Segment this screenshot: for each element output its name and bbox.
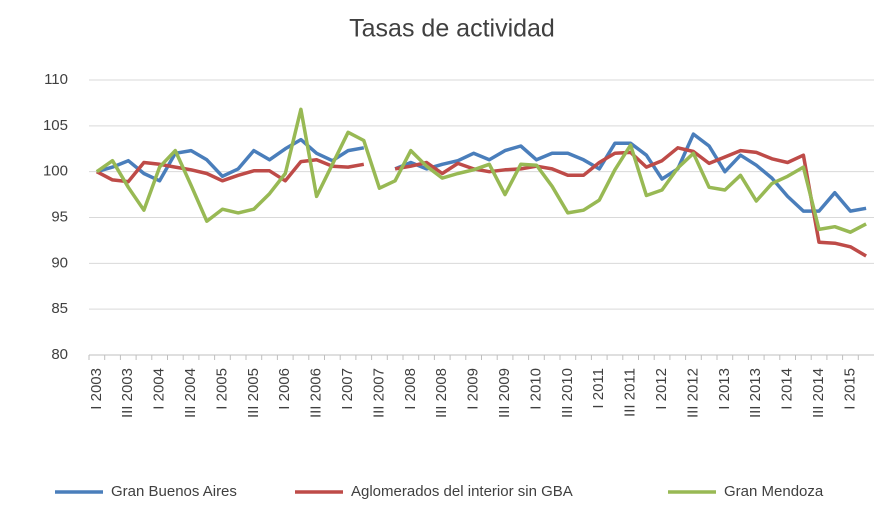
x-tick-label: I 2009 xyxy=(465,368,482,410)
x-tick-label: I 2004 xyxy=(151,368,168,410)
x-tick-label: III 2008 xyxy=(433,368,450,418)
series-line xyxy=(96,132,867,213)
y-tick-label: 110 xyxy=(44,71,68,88)
x-tick-label: III 2005 xyxy=(245,368,262,418)
x-tick-label: III 2013 xyxy=(747,368,764,418)
y-tick-label: 105 xyxy=(43,117,68,134)
y-tick-label: 90 xyxy=(51,254,68,271)
x-tick-label: I 2005 xyxy=(213,368,230,410)
legend-label: Aglomerados del interior sin GBA xyxy=(351,483,573,500)
x-tick-label: III 2006 xyxy=(308,368,325,418)
x-tick-label: I 2015 xyxy=(841,368,858,410)
x-tick-label: I 2014 xyxy=(779,368,796,410)
x-tick-label: III 2011 xyxy=(622,368,639,417)
x-tick-label: I 2012 xyxy=(653,368,670,410)
x-tick-label: I 2010 xyxy=(527,368,544,410)
x-tick-label: III 2012 xyxy=(684,368,701,418)
x-tick-label: III 2014 xyxy=(810,368,827,418)
y-tick-label: 100 xyxy=(43,163,68,180)
legend-label: Gran Buenos Aires xyxy=(111,483,237,500)
x-tick-label: III 2004 xyxy=(182,368,199,418)
y-tick-label: 85 xyxy=(51,300,68,317)
x-tick-label: III 2009 xyxy=(496,368,513,418)
x-tick-label: III 2007 xyxy=(370,368,387,418)
chart-title: Tasas de actividad xyxy=(349,15,555,43)
x-tick-label: I 2006 xyxy=(276,368,293,410)
x-tick-label: I 2013 xyxy=(716,368,733,410)
x-tick-label: I 2011 xyxy=(590,368,607,409)
series-line xyxy=(95,107,867,234)
x-tick-label: I 2008 xyxy=(402,368,419,410)
x-tick-label: III 2003 xyxy=(119,368,136,418)
x-tick-label: I 2003 xyxy=(88,368,105,410)
x-tick-label: I 2007 xyxy=(339,368,356,410)
y-tick-label: 95 xyxy=(51,208,68,225)
y-tick-label: 80 xyxy=(51,346,68,363)
legend-label: Gran Mendoza xyxy=(724,483,824,500)
x-tick-label: III 2010 xyxy=(559,368,576,418)
